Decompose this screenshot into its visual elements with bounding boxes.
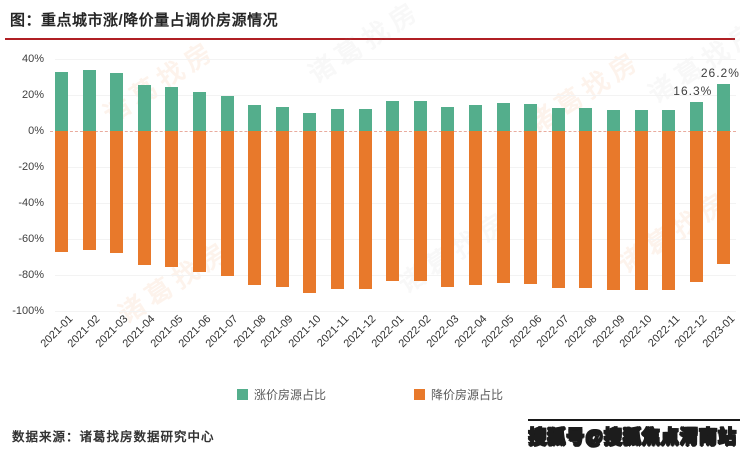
- legend-swatch-down: [414, 388, 425, 400]
- page-title: 图：重点城市涨/降价量占调价房源情况: [10, 12, 279, 29]
- bar-down-2022-09: [607, 131, 620, 291]
- bar-down-2023-01: [717, 131, 731, 264]
- bar-down-2021-06: [193, 131, 206, 272]
- title-underline: [5, 38, 735, 40]
- legend-label-down: 降价房源占比: [431, 387, 504, 402]
- bar-up-2022-12: [689, 101, 703, 131]
- bar-up-2022-01: [386, 101, 400, 131]
- bar-up-2022-06: [524, 104, 538, 131]
- sohu-watermark-badge: 搜狐号@搜狐焦点渭南站: [528, 417, 740, 450]
- bar-up-2021-02: [82, 69, 96, 131]
- legend-label-up: 涨价房源占比: [253, 387, 326, 402]
- bar-down-2022-02: [413, 131, 427, 282]
- bar-down-2022-06: [524, 131, 538, 285]
- bar-up-2022-08: [579, 108, 593, 131]
- bar-up-2021-06: [193, 91, 206, 131]
- bar-down-2022-07: [551, 131, 565, 289]
- chart-legend: 涨价房源占比 降价房源占比: [0, 384, 740, 404]
- bar-up-2021-09: [275, 107, 289, 131]
- bar-down-2021-05: [165, 131, 179, 267]
- y-axis-tick-label: -40%: [18, 197, 44, 209]
- data-source-caption: 数据来源：诸葛找房数据研究中心: [12, 430, 215, 444]
- bar-up-2022-07: [551, 108, 565, 131]
- bar-up-2022-03: [441, 107, 455, 131]
- y-axis-tick-label: 20%: [21, 89, 44, 101]
- bar-down-2022-05: [496, 131, 510, 283]
- bar-up-2021-04: [137, 84, 151, 131]
- bar-down-2022-01: [386, 131, 400, 282]
- bar-down-2021-03: [110, 131, 124, 254]
- value-label-2022-12: 16.3%: [673, 83, 713, 98]
- bar-down-2021-11: [331, 131, 344, 289]
- bar-down-2021-01: [55, 131, 68, 253]
- legend-swatch-up: [236, 388, 248, 400]
- bar-down-2022-10: [634, 131, 648, 290]
- bar-down-2021-07: [220, 131, 234, 277]
- bar-down-2021-04: [137, 131, 151, 265]
- bar-down-2022-04: [469, 131, 482, 286]
- bar-down-2021-08: [248, 131, 262, 286]
- y-axis-tick-label: -80%: [18, 269, 44, 281]
- bar-up-2021-10: [303, 113, 317, 131]
- bar-down-2021-12: [358, 131, 372, 289]
- bar-down-2021-09: [275, 131, 289, 288]
- bar-up-2021-12: [358, 108, 372, 131]
- legend-item-up: 涨价房源占比: [236, 386, 326, 403]
- bar-chart: 诸葛找房诸葛找房诸葛找房诸葛找房诸葛找房诸葛找房诸葛找房40%20%0%-20%…: [0, 0, 740, 382]
- bar-up-2021-01: [55, 72, 68, 131]
- bar-down-2021-02: [82, 131, 96, 250]
- bar-up-2022-04: [469, 105, 482, 131]
- gridline-20: [55, 95, 736, 96]
- bar-up-2021-07: [220, 96, 234, 131]
- background-watermark: 诸葛找房: [302, 0, 427, 90]
- bar-down-2022-11: [662, 131, 676, 291]
- bar-down-2021-10: [303, 131, 317, 294]
- bar-up-2022-10: [634, 109, 648, 131]
- bar-down-2022-03: [441, 131, 455, 288]
- legend-item-down: 降价房源占比: [414, 386, 503, 403]
- bar-up-2021-08: [248, 105, 262, 131]
- value-label-2023-01: 26.2%: [700, 65, 740, 80]
- bar-up-2022-05: [496, 102, 510, 131]
- bar-down-2022-12: [689, 131, 703, 282]
- y-axis-tick-label: 40%: [21, 53, 44, 65]
- bar-up-2022-02: [413, 101, 427, 131]
- gridline--100: [55, 311, 736, 312]
- sohu-watermark-text: 搜狐号@搜狐焦点渭南站: [528, 426, 737, 448]
- y-axis-tick-label: 0%: [28, 125, 44, 137]
- bar-up-2022-11: [662, 110, 676, 131]
- bar-up-2021-05: [165, 86, 179, 131]
- bar-down-2022-08: [579, 131, 593, 289]
- gridline-40: [55, 59, 736, 60]
- bar-up-2021-03: [110, 73, 124, 131]
- bar-up-2021-11: [331, 108, 344, 131]
- y-axis-tick-label: -20%: [18, 161, 44, 173]
- bar-up-2023-01: [717, 83, 731, 131]
- y-axis-tick-label: -60%: [18, 233, 44, 245]
- sohu-watermark-line: [528, 419, 740, 421]
- bar-up-2022-09: [607, 110, 620, 131]
- y-axis-tick-label: -100%: [12, 305, 44, 317]
